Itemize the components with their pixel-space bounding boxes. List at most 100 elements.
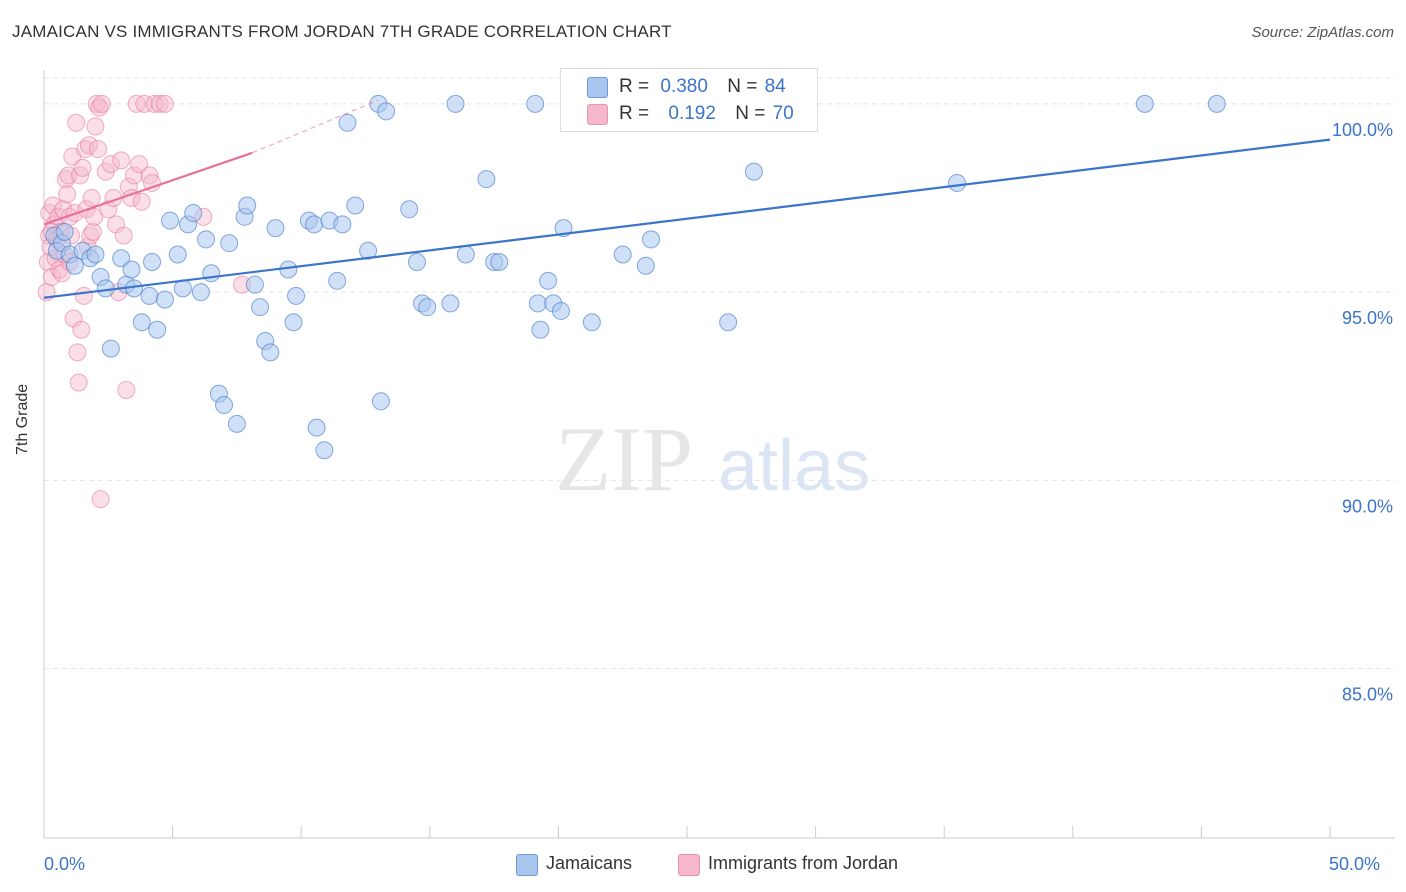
data-point-jamaican [191, 283, 210, 302]
data-point-jamaican [636, 256, 655, 275]
y-tick-label: 85.0% [1342, 685, 1393, 705]
data-point-jamaican [407, 253, 426, 271]
data-point-jordan [68, 343, 87, 362]
data-point-jamaican [528, 294, 547, 313]
legend-n-label: N = [727, 76, 758, 97]
data-point-jamaican [161, 211, 180, 230]
data-point-jamaican [1135, 94, 1154, 113]
legend-r-value: 0.380 [660, 76, 708, 97]
data-point-jordan [69, 373, 88, 392]
data-point-jamaican [155, 290, 174, 309]
data-point-jamaican [539, 271, 558, 290]
trend-line-jordan [43, 151, 253, 226]
data-point-jamaican [261, 343, 280, 362]
data-point-jordan [82, 189, 101, 207]
data-point-jordan [89, 140, 108, 159]
data-point-jamaican [948, 173, 967, 192]
data-point-jordan [74, 286, 93, 305]
data-point-jamaican [305, 215, 324, 234]
trend-lines [43, 99, 1331, 299]
data-point-jamaican [346, 196, 365, 215]
data-point-jordan [155, 94, 174, 113]
data-point-jordan [72, 320, 91, 339]
data-point-jamaican [227, 414, 246, 433]
x-tick-label: 0.0% [44, 854, 85, 874]
data-point-jordan [143, 173, 162, 192]
legend-r-label: R = [619, 76, 650, 97]
data-point-jamaican [328, 271, 347, 290]
data-point-jamaican [215, 396, 234, 415]
axes [43, 70, 1395, 839]
data-point-jordan [130, 155, 149, 174]
data-point-jordan [42, 268, 61, 287]
data-point-jamaican [551, 301, 570, 320]
legend-swatch-pink [587, 104, 608, 125]
y-tick-label: 95.0% [1342, 308, 1393, 328]
data-point-jamaican [245, 275, 264, 294]
data-point-jamaican [719, 313, 738, 332]
data-point-jamaican [315, 441, 334, 460]
data-point-jamaican [148, 320, 167, 339]
data-point-jamaican [140, 286, 159, 305]
data-point-jamaican [220, 234, 239, 253]
data-point-jamaican [333, 215, 352, 234]
legend-n-label: N = [735, 103, 766, 124]
data-point-jordan [80, 136, 99, 155]
data-point-jordan [85, 207, 104, 226]
data-point-jamaican [490, 253, 509, 271]
data-point-jamaican [184, 204, 203, 223]
data-point-jordan [101, 155, 120, 174]
data-point-jamaican [477, 170, 496, 189]
series-jamaicans-points [45, 94, 1226, 460]
data-point-jordan [91, 490, 110, 509]
data-point-jordan [73, 158, 92, 177]
data-point-jamaican [456, 245, 475, 264]
trend-line-jamaicans [43, 138, 1331, 299]
data-point-jamaican [143, 253, 162, 271]
data-point-jamaican [197, 230, 216, 249]
data-point-jamaican [446, 94, 465, 113]
data-point-jamaican [338, 113, 357, 132]
y-tick-label: 90.0% [1342, 496, 1393, 516]
data-point-jordan [58, 185, 77, 204]
data-point-jordan [140, 166, 159, 185]
data-point-jordan [92, 94, 111, 113]
chart-title: JAMAICAN VS IMMIGRANTS FROM JORDAN 7TH G… [12, 22, 672, 41]
bottom-legend-label: Jamaicans [546, 853, 633, 873]
data-point-jordan [150, 94, 169, 113]
data-point-jordan [99, 200, 118, 219]
data-point-jamaican [101, 339, 120, 358]
data-point-jordan [117, 381, 136, 399]
watermark: ZIP atlas [555, 408, 870, 510]
legend-n-value: 84 [764, 76, 786, 97]
data-point-jordan [67, 113, 86, 132]
data-point-jamaican [202, 264, 221, 283]
data-point-jamaican [238, 196, 257, 215]
data-point-jordan [83, 222, 102, 241]
gridlines [44, 77, 1395, 670]
x-tick-label: 50.0% [1329, 854, 1380, 874]
tick-labels: 85.0% 90.0% 95.0% 100.0% 0.0% 50.0% [44, 120, 1393, 874]
trend-line-jordan-extension [252, 99, 379, 154]
bottom-legend-swatch-blue [516, 854, 538, 876]
watermark-atlas: atlas [718, 426, 870, 506]
data-point-jordan [44, 196, 63, 215]
data-point-jamaican [531, 320, 550, 339]
data-point-jamaican [284, 313, 303, 332]
data-point-jamaican [400, 200, 419, 219]
data-point-jamaican [744, 162, 763, 181]
source-label: Source: ZipAtlas.com [1251, 24, 1394, 41]
data-point-jamaican [307, 418, 326, 437]
data-point-jamaican [613, 245, 632, 264]
data-point-jamaican [122, 260, 141, 279]
data-point-jordan [145, 94, 164, 113]
data-point-jordan [125, 166, 144, 185]
data-point-jamaican [359, 241, 378, 260]
data-point-jordan [132, 192, 151, 211]
data-point-jamaican [132, 313, 151, 332]
data-point-jamaican [1207, 94, 1226, 113]
data-point-jordan [127, 94, 146, 113]
data-point-jamaican [65, 256, 84, 275]
legend-swatch-blue [587, 77, 608, 98]
